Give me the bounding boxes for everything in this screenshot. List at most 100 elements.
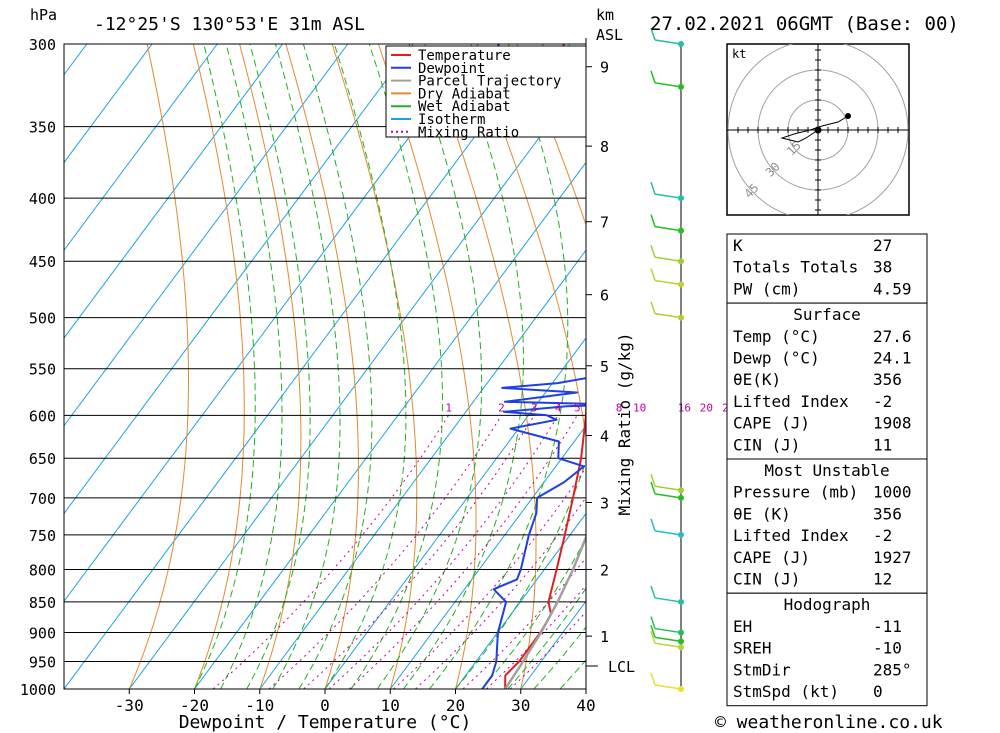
wind-level-dot (678, 494, 684, 501)
wind-profile (650, 27, 684, 692)
index-value: 27.6 (873, 327, 912, 346)
mixing-ratio-label: 2 (498, 401, 505, 414)
wind-barb (650, 625, 684, 645)
wet-adiabat-line (220, 44, 283, 689)
isotherm-line (64, 44, 479, 603)
most-unstable-parcel-title: Most Unstable (764, 461, 889, 480)
dry-adiabat-line (516, 44, 586, 227)
km-tick-label: 1 (600, 628, 609, 646)
dry-adiabat-line (934, 44, 1000, 689)
pressure-tick-label: 350 (29, 119, 56, 137)
mixing-ratio-axis-title: Mixing Ratio (g/kg) (615, 332, 634, 515)
wind-barb-shaft (654, 256, 682, 262)
skew-t-grid (64, 44, 1000, 689)
legend-entry: Dry Adiabat (418, 86, 511, 102)
copyright: © weatheronline.co.uk (715, 712, 943, 733)
surface-parcel-title: Surface (793, 305, 860, 324)
index-label: θE (K) (733, 504, 791, 523)
lcl-label: LCL (608, 658, 635, 676)
wind-level-dot (678, 281, 684, 288)
wind-barb-flag (650, 214, 656, 227)
wind-barb (650, 244, 684, 265)
pressure-tick-label: 700 (29, 490, 56, 508)
index-value: -2 (873, 392, 892, 411)
isotherm-line (64, 44, 284, 339)
isotherm-line (128, 73, 586, 689)
legend-box (385, 45, 587, 138)
mixing-ratio-label: 20 (700, 401, 713, 414)
wind-barb (650, 181, 684, 202)
wind-barb-shaft (654, 642, 682, 648)
pressure-tick-label: 450 (29, 253, 56, 271)
wind-barb-flag (650, 27, 656, 41)
dry-adiabat-line (285, 44, 359, 689)
mixing-ratio-label: 5 (574, 401, 581, 414)
dry-adiabat-line (470, 44, 586, 689)
wind-barb (650, 214, 684, 234)
wind-barb (650, 518, 684, 538)
location-title: -12°25'S 130°53'E 31m ASL (94, 14, 365, 35)
index-value: -11 (873, 617, 902, 636)
index-value: 1908 (873, 414, 912, 433)
index-label: StmDir (733, 660, 791, 679)
hodograph-trace (780, 115, 849, 143)
dry-adiabat-line (980, 44, 1000, 689)
hodograph-storm-motion (814, 126, 822, 134)
km-tick-label: 5 (600, 358, 609, 376)
pressure-tick-label: 1000 (20, 681, 56, 699)
wet-adiabat-line (194, 44, 256, 689)
wind-barb (650, 481, 684, 501)
legend-entry: Mixing Ratio (418, 125, 519, 141)
index-label: Totals Totals (733, 258, 858, 277)
index-value: 27 (873, 236, 892, 255)
wind-barb-shaft (654, 636, 682, 643)
wind-level-dot (678, 41, 684, 47)
wet-adiabat-line (324, 44, 407, 689)
pressure-tick-label: 900 (29, 625, 56, 643)
dewpoint-curve (481, 44, 586, 689)
index-label: Dewp (°C) (733, 349, 820, 368)
index-value: 12 (873, 570, 892, 589)
km-tick-label: 3 (600, 494, 609, 512)
wind-barb-shaft (654, 530, 682, 536)
km-tick-label: 7 (600, 214, 609, 232)
pressure-tick-label: 600 (29, 407, 56, 425)
wet-adiabat-line (455, 44, 586, 689)
wind-level-dot (678, 629, 684, 636)
temperature-curve (504, 44, 586, 689)
sounding-curves (481, 44, 586, 689)
wind-barb (650, 585, 684, 605)
mixing-ratio-label: 16 (678, 401, 691, 414)
index-label: PW (cm) (733, 279, 800, 298)
wind-barb (650, 630, 684, 651)
isotherm-line (64, 44, 414, 515)
wind-barb (650, 672, 684, 692)
km-tick-label: 2 (600, 561, 609, 579)
wind-barb-flag (650, 616, 656, 629)
hodograph-unit-label: kt (732, 47, 746, 61)
index-value: 285° (873, 660, 912, 679)
index-label: CIN (J) (733, 570, 800, 589)
wind-barb-shaft (654, 312, 682, 319)
km-tick-label: 9 (600, 59, 609, 77)
isotherm-line (64, 44, 218, 252)
km-tick-label: 8 (600, 138, 609, 156)
isotherm-line (64, 44, 153, 164)
wind-barb-shaft (654, 485, 682, 491)
hodograph-end-point (845, 113, 851, 119)
index-label: Pressure (mb) (733, 483, 858, 502)
index-value: 11 (873, 435, 892, 454)
mixing-ratio-label: 3 (531, 401, 538, 414)
datetime-label: 27.02.2021 06GMT (Base: 00) (650, 13, 959, 35)
legend-entry: Isotherm (418, 112, 485, 128)
index-label: Lifted Index (733, 392, 849, 411)
wind-level-dot (678, 598, 684, 605)
wind-barb-shaft (654, 279, 682, 286)
pressure-tick-label: 400 (29, 190, 56, 208)
temperature-tick-label: 10 (381, 696, 400, 715)
mixing-ratio-label: 4 (555, 401, 562, 414)
index-label: CAPE (J) (733, 548, 810, 567)
index-value: 356 (873, 504, 902, 523)
pressure-tick-label: 950 (29, 654, 56, 672)
